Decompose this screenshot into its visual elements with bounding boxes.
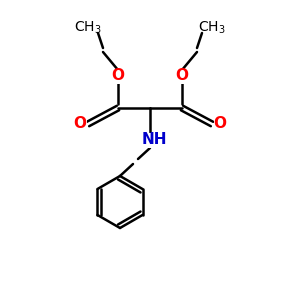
Text: CH$_3$: CH$_3$ (198, 20, 226, 36)
Text: O: O (176, 68, 188, 83)
Text: CH$_3$: CH$_3$ (74, 20, 102, 36)
Text: O: O (74, 116, 86, 131)
Text: NH: NH (141, 133, 167, 148)
Text: O: O (214, 116, 226, 131)
Text: O: O (112, 68, 124, 83)
